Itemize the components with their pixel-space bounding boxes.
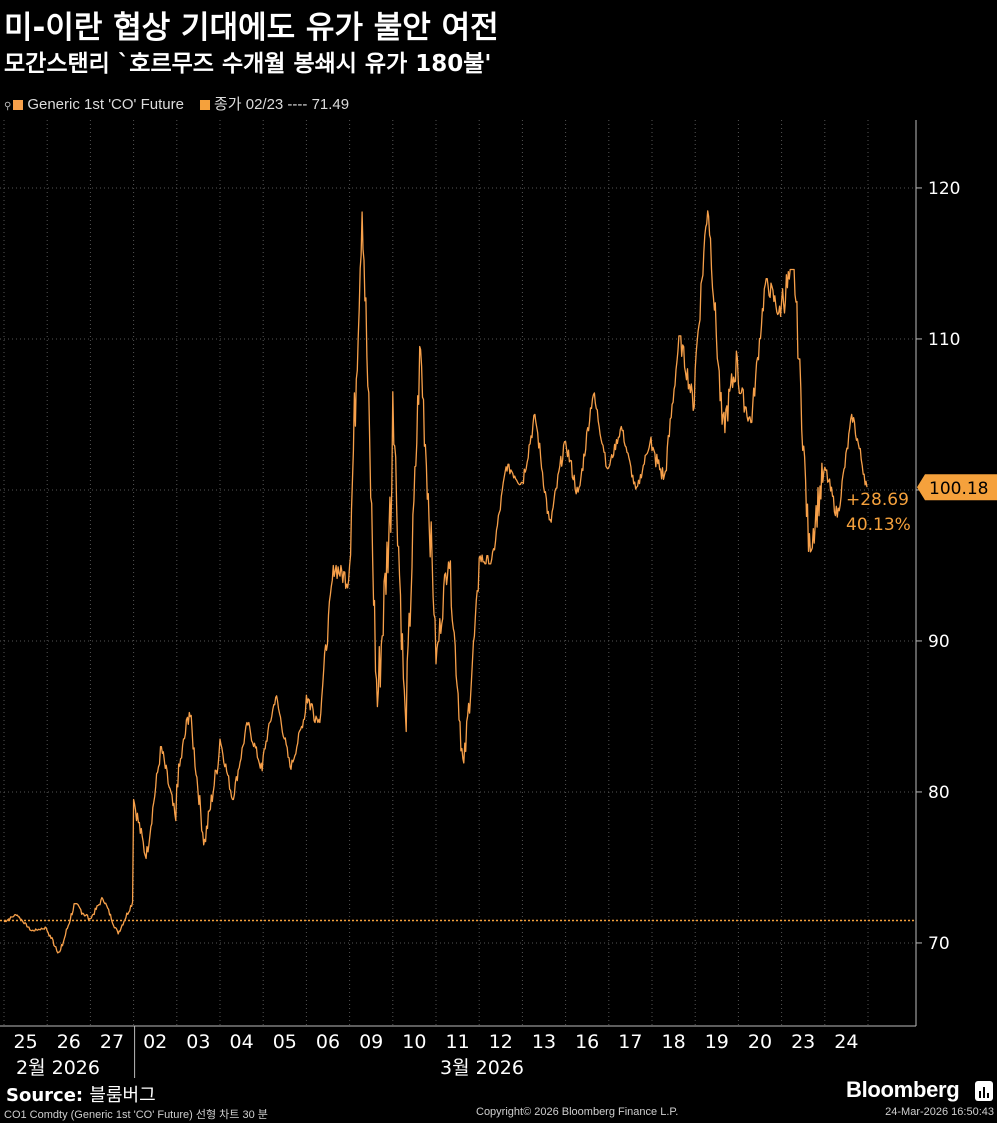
change-label: +28.69	[846, 490, 909, 510]
y-tick-label: 120	[928, 179, 960, 199]
x-tick-label: 05	[273, 1031, 297, 1053]
x-tick-label: 06	[316, 1031, 340, 1053]
x-tick-label: 16	[575, 1031, 599, 1053]
chart-title: 미-이란 협상 기대에도 유가 불안 여전	[4, 10, 499, 46]
month-label: 2월 2026	[16, 1057, 100, 1079]
chart-footnote: CO1 Comdty (Generic 1st 'CO' Future) 선형 …	[4, 1109, 268, 1121]
y-tick-label: 70	[928, 934, 950, 954]
x-tick-label: 26	[57, 1031, 81, 1053]
timestamp: 24-Mar-2026 16:50:43	[885, 1106, 994, 1118]
last-value-label: 100.18	[929, 479, 988, 499]
x-tick-label: 02	[143, 1031, 167, 1053]
source-label: Source:	[6, 1085, 84, 1106]
x-tick-label: 19	[705, 1031, 729, 1053]
legend: ⚲ Generic 1st 'CO' Future 종가 02/23 ---- 71…	[4, 93, 349, 114]
source-value: 블룸버그	[89, 1085, 156, 1106]
change-pct-label: 40.13%	[846, 515, 911, 535]
x-tick-label: 25	[14, 1031, 38, 1053]
y-tick-label: 80	[928, 783, 950, 803]
x-tick-label: 27	[100, 1031, 124, 1053]
legend-close-label[interactable]: 종가 02/23 ---- 71.49	[213, 96, 350, 113]
pin-icon[interactable]: ⚲	[4, 101, 12, 112]
chart-subtitle: 모간스탠리 `호르무즈 수개월 봉쇄시 유가 180불'	[4, 51, 492, 77]
copyright: Copyright© 2026 Bloomberg Finance L.P.	[476, 1106, 679, 1118]
x-tick-label: 17	[618, 1031, 642, 1053]
x-tick-label: 03	[186, 1031, 210, 1053]
x-tick-label: 23	[791, 1031, 815, 1053]
last-value-tag	[917, 474, 997, 501]
bloomberg-logo: Bloomberg	[846, 1077, 960, 1102]
x-tick-label: 04	[230, 1031, 254, 1053]
source-credit: Source: 블룸버그	[6, 1081, 156, 1107]
price-series-line	[3, 210, 868, 954]
x-tick-label: 10	[402, 1031, 426, 1053]
y-tick-label: 110	[928, 330, 960, 350]
x-tick-label: 20	[748, 1031, 772, 1053]
x-tick-label: 13	[532, 1031, 556, 1053]
y-tick-label: 90	[928, 632, 950, 652]
month-label: 3월 2026	[440, 1057, 524, 1079]
close-swatch	[199, 100, 210, 110]
series-swatch	[13, 100, 24, 110]
x-tick-label: 18	[662, 1031, 686, 1053]
x-tick-label: 12	[489, 1031, 513, 1053]
x-tick-label: 24	[834, 1031, 858, 1053]
bloomberg-terminal-icon	[975, 1081, 993, 1101]
legend-series-label[interactable]: Generic 1st 'CO' Future	[27, 96, 184, 113]
x-tick-label: 09	[359, 1031, 383, 1053]
x-tick-label: 11	[446, 1031, 470, 1053]
